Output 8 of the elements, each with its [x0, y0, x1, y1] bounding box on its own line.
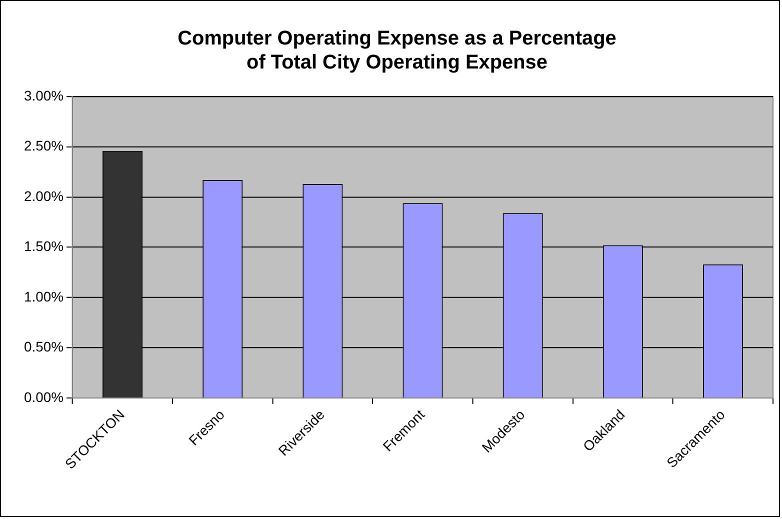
- chart-title: Computer Operating Expense as a Percentage of Total City Operating Expense: [178, 27, 616, 74]
- y-tick-label: 1.50%: [24, 238, 64, 254]
- y-tick-label: 2.50%: [24, 138, 64, 154]
- y-tick-label: 1.00%: [24, 288, 64, 304]
- y-tick-label: 0.50%: [24, 338, 64, 355]
- y-tick-label: 0.00%: [24, 388, 64, 405]
- y-tick-label: 2.00%: [24, 188, 64, 204]
- y-tick-label: 3.00%: [24, 87, 64, 104]
